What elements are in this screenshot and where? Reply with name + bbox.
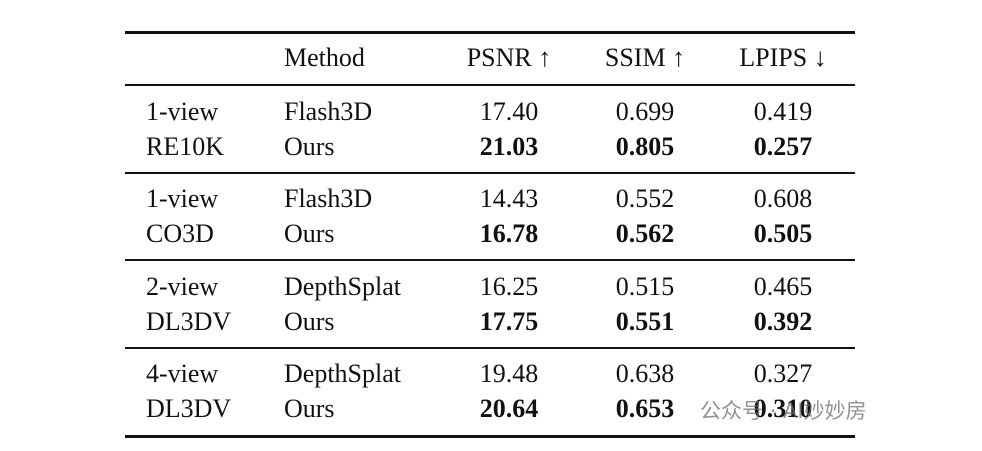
column-header: Method [284,43,365,72]
method-cell: Ours [284,394,335,423]
bottom-rule [125,435,855,438]
setting-label: CO3D [146,219,214,248]
metric-cell: 0.551 [615,307,675,336]
metric-cell: 0.505 [753,219,813,248]
setting-label: 1-view [146,184,219,213]
metric-cell: 0.310 [753,394,813,423]
group-rule [125,347,855,349]
header-rule [125,84,855,86]
method-cell: DepthSplat [284,359,401,388]
method-cell: Flash3D [284,97,373,126]
metric-cell: 0.392 [753,307,813,336]
metric-cell: 17.40 [479,97,539,126]
method-cell: Ours [284,132,335,161]
metric-cell: 0.327 [753,359,813,388]
metric-cell: 17.75 [479,307,539,336]
group-rule [125,172,855,174]
group-rule [125,259,855,261]
metric-cell: 0.257 [753,132,813,161]
setting-label: 4-view [146,359,219,388]
top-rule [125,31,855,34]
method-cell: Ours [284,219,335,248]
metric-cell: 20.64 [479,394,539,423]
metric-cell: 19.48 [479,359,539,388]
column-header: SSIM ↑ [604,43,686,72]
metric-cell: 0.638 [615,359,675,388]
setting-label: DL3DV [146,394,232,423]
setting-label: 2-view [146,272,219,301]
setting-label: 1-view [146,97,219,126]
column-header: LPIPS ↓ [739,43,827,72]
watermark: 公众号 · AI妙妙房 [700,399,867,423]
metric-cell: 16.25 [479,272,539,301]
metric-cell: 0.608 [753,184,813,213]
metric-cell: 0.552 [615,184,675,213]
metric-cell: 0.699 [615,97,675,126]
metric-cell: 0.805 [615,132,675,161]
metric-cell: 0.419 [753,97,813,126]
setting-label: DL3DV [146,307,232,336]
metric-cell: 0.515 [615,272,675,301]
metric-cell: 16.78 [479,219,539,248]
method-cell: Ours [284,307,335,336]
column-header: PSNR ↑ [466,43,552,72]
metric-cell: 0.562 [615,219,675,248]
metric-cell: 21.03 [479,132,539,161]
method-cell: DepthSplat [284,272,401,301]
metric-cell: 0.465 [753,272,813,301]
metric-cell: 14.43 [479,184,539,213]
setting-label: RE10K [146,132,224,161]
method-cell: Flash3D [284,184,373,213]
metric-cell: 0.653 [615,394,675,423]
